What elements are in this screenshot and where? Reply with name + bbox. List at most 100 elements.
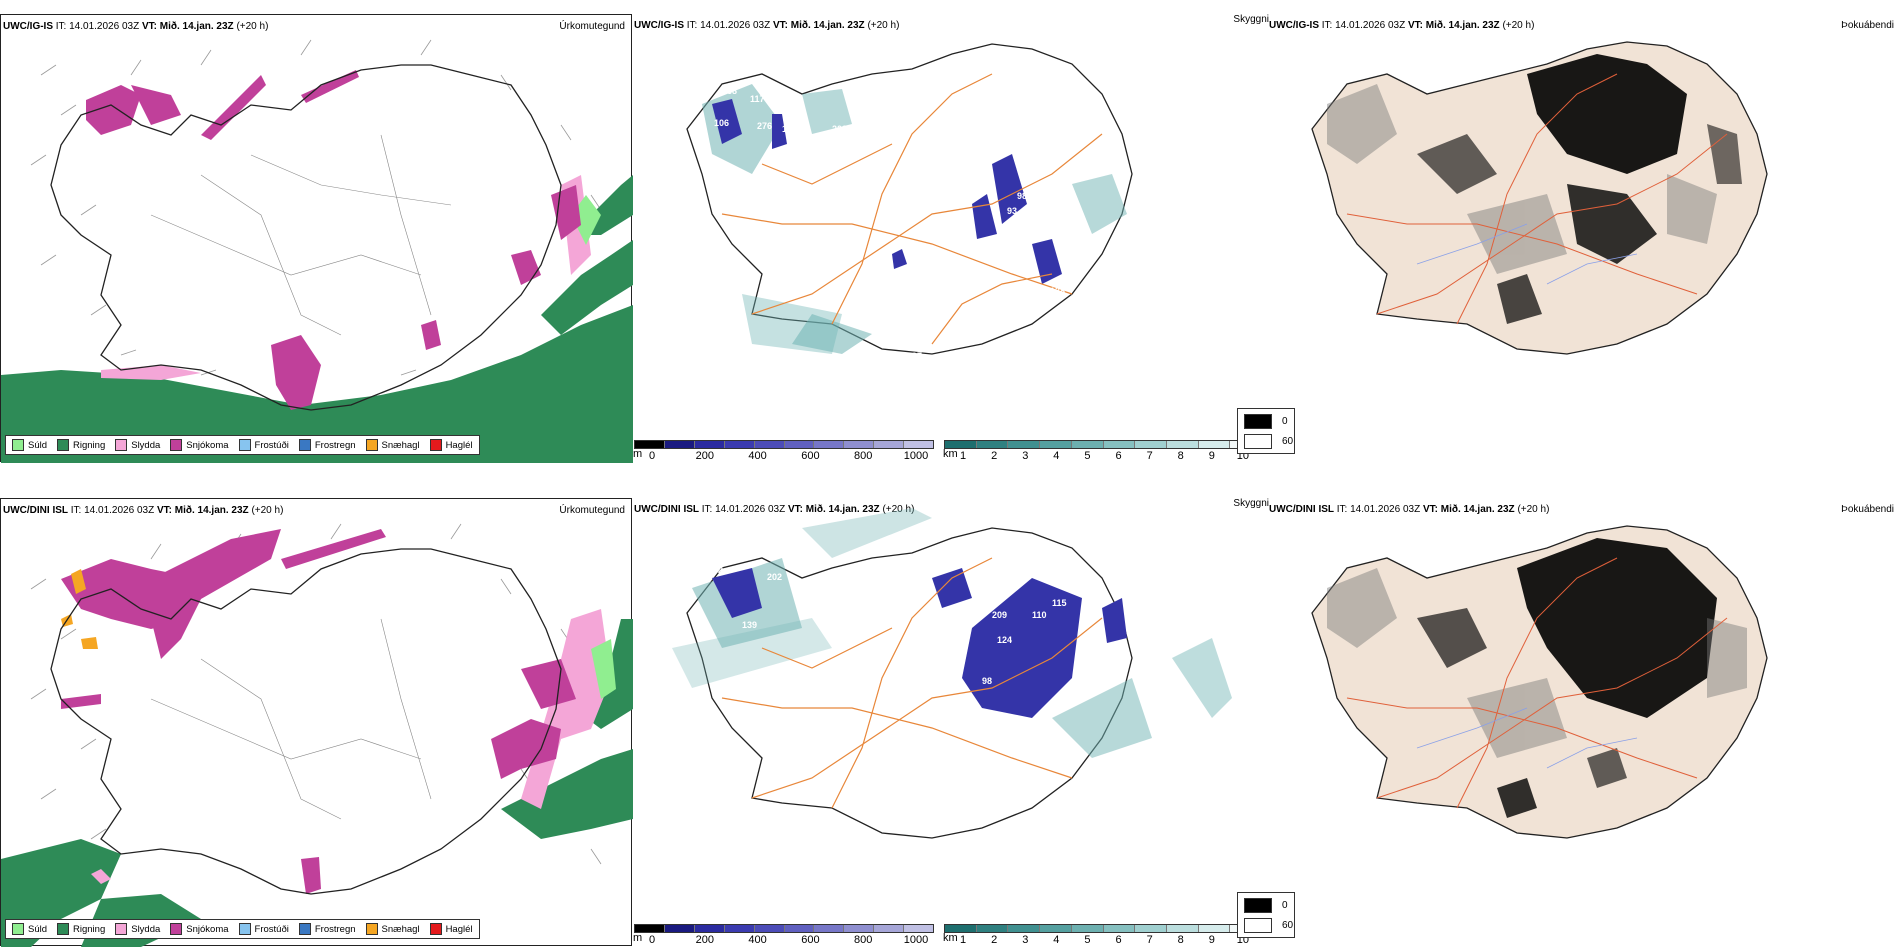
cloudbase-swatch xyxy=(904,441,934,448)
cloudbase-swatch xyxy=(874,925,905,932)
legend-label: 0 xyxy=(1282,900,1288,911)
precip-legend-item: Frostúði xyxy=(238,439,289,451)
precip-map xyxy=(1,39,633,463)
cloudbase-unit: m xyxy=(633,932,643,944)
svg-text:129: 129 xyxy=(1082,600,1097,610)
fog-legend-item: 60 xyxy=(1244,434,1293,449)
svg-text:202: 202 xyxy=(767,572,782,582)
cloudbase-tick-label: 1000 xyxy=(903,450,929,462)
legend-label: Rigning xyxy=(73,439,106,451)
svg-text:138: 138 xyxy=(982,590,997,600)
legend-swatch xyxy=(115,923,128,935)
visibility-swatch xyxy=(976,925,1009,932)
panel-header: UWC/DINI ISL IT: 14.01.2026 03Z VT: Mið.… xyxy=(634,504,915,515)
cloudbase-tick-label: 0 xyxy=(648,450,656,462)
legend-label: 0 xyxy=(1282,416,1288,427)
visibility-tick-label: 5 xyxy=(1084,934,1091,946)
svg-text:225: 225 xyxy=(932,870,947,880)
svg-text:139: 139 xyxy=(742,620,757,630)
fog-areas xyxy=(1417,54,1742,324)
visibility-tick-label: 4 xyxy=(1053,450,1060,462)
legend-swatch xyxy=(12,923,24,935)
svg-text:98: 98 xyxy=(1017,191,1027,201)
cloudbase-tick-label: 0 xyxy=(648,934,656,946)
legend-swatch xyxy=(57,439,70,451)
legend-swatch xyxy=(57,923,70,935)
legend-swatch xyxy=(1244,434,1272,449)
legend-label: Slydda xyxy=(131,439,161,451)
visibility-tick-label: 8 xyxy=(1177,934,1184,946)
legend-swatch xyxy=(429,923,442,935)
svg-text:117: 117 xyxy=(750,94,765,104)
svg-text:70: 70 xyxy=(940,401,950,411)
fog-legend: 0 60 xyxy=(1237,892,1295,938)
precip-legend: Súld Rigning Slydda Snjókoma Frostúði Frostre… xyxy=(5,435,480,455)
cloudbase-tick-label: 1000 xyxy=(903,934,929,946)
svg-text:106: 106 xyxy=(714,118,729,128)
precip-legend: Súld Rigning Slydda Snjókoma Frostúði Frostre… xyxy=(5,919,480,939)
svg-text:136: 136 xyxy=(912,381,927,391)
cloudbase-tick-label: 400 xyxy=(748,450,767,462)
precip-legend-item: Slydda xyxy=(115,923,160,935)
cloudbase-visibility-panel-row2: UWC/DINI ISL IT: 14.01.2026 03Z VT: Mið.… xyxy=(632,498,1269,946)
legend-swatch xyxy=(365,439,378,451)
road-network xyxy=(1346,73,1728,325)
precip-legend-item: Snæhagl xyxy=(365,923,420,935)
svg-text:124: 124 xyxy=(997,635,1012,645)
panel-title: Þokuábendi xyxy=(1841,20,1894,31)
visibility-swatch xyxy=(1103,441,1136,448)
cloudbase-tick-label: 200 xyxy=(695,934,714,946)
cloudbase-swatches xyxy=(634,924,934,933)
svg-text:163: 163 xyxy=(1197,206,1212,216)
legend-label: Snæhagl xyxy=(381,439,420,451)
precip-legend-item: Snjókoma xyxy=(170,439,229,451)
panel-header: UWC/IG-IS IT: 14.01.2026 03Z VT: Mið. 14… xyxy=(1269,20,1535,31)
fog-map xyxy=(1311,525,1768,839)
visibility-swatch xyxy=(945,441,977,448)
fog-legend-item: 60 xyxy=(1244,918,1293,933)
legend-label: Rigning xyxy=(73,923,106,935)
visibility-swatch xyxy=(1198,441,1231,448)
cloudbase-swatch xyxy=(724,925,755,932)
svg-text:125: 125 xyxy=(1057,306,1072,316)
svg-text:99: 99 xyxy=(952,550,962,560)
visibility-tick-label: 4 xyxy=(1053,934,1060,946)
cloudbase-swatch xyxy=(635,441,665,448)
visibility-swatch xyxy=(1135,925,1167,932)
svg-text:102: 102 xyxy=(1137,675,1152,685)
legend-swatch xyxy=(298,439,311,451)
legend-label: Súld xyxy=(28,439,48,451)
cloudbase-ticks: 0 200 400 600 800 1000 xyxy=(634,449,934,462)
cloudbase-ticks: 0 200 400 600 800 1000 xyxy=(634,933,934,946)
visibility-swatch xyxy=(945,925,977,932)
panel-title: Þokuábendi xyxy=(1841,504,1894,515)
visibility-swatch xyxy=(1040,925,1072,932)
cloudbase-swatch xyxy=(754,925,785,932)
visibility-colorbar: km 1 2 3 4 5 6 7 8 9 10 xyxy=(943,440,1262,462)
visibility-tick-label: 2 xyxy=(991,450,998,462)
iceland-outline xyxy=(50,548,562,895)
svg-text:93: 93 xyxy=(1007,206,1017,216)
legend-swatch xyxy=(429,439,442,451)
legend-swatch xyxy=(238,439,251,451)
legend-label: Frostúði xyxy=(254,923,289,935)
cloudbase-swatch xyxy=(814,441,845,448)
snow-area xyxy=(86,85,141,135)
cloudbase-swatch xyxy=(874,441,905,448)
visibility-swatch xyxy=(1071,925,1104,932)
legend-swatch xyxy=(1244,898,1272,913)
legend-swatch xyxy=(1244,414,1272,429)
cloudbase-swatch xyxy=(694,441,725,448)
road-network xyxy=(721,557,1103,809)
fog-index-panel-row1: UWC/IG-IS IT: 14.01.2026 03Z VT: Mið. 14… xyxy=(1237,14,1900,462)
legend-label: Slydda xyxy=(131,923,161,935)
rain-area xyxy=(1,305,633,463)
precip-legend-item: Frostregn xyxy=(298,439,356,451)
cloudbase-swatch xyxy=(784,441,815,448)
cloudbase-colorbar: m 0 200 400 600 800 1000 xyxy=(633,924,934,946)
cloudbase-map: 154 142 202 139 256 99 138 209 124 98 110 115 12… xyxy=(672,508,1232,880)
legend-label: Snjókoma xyxy=(186,923,229,935)
visibility-tick-label: 1 xyxy=(960,450,967,462)
road-network xyxy=(1346,557,1728,809)
